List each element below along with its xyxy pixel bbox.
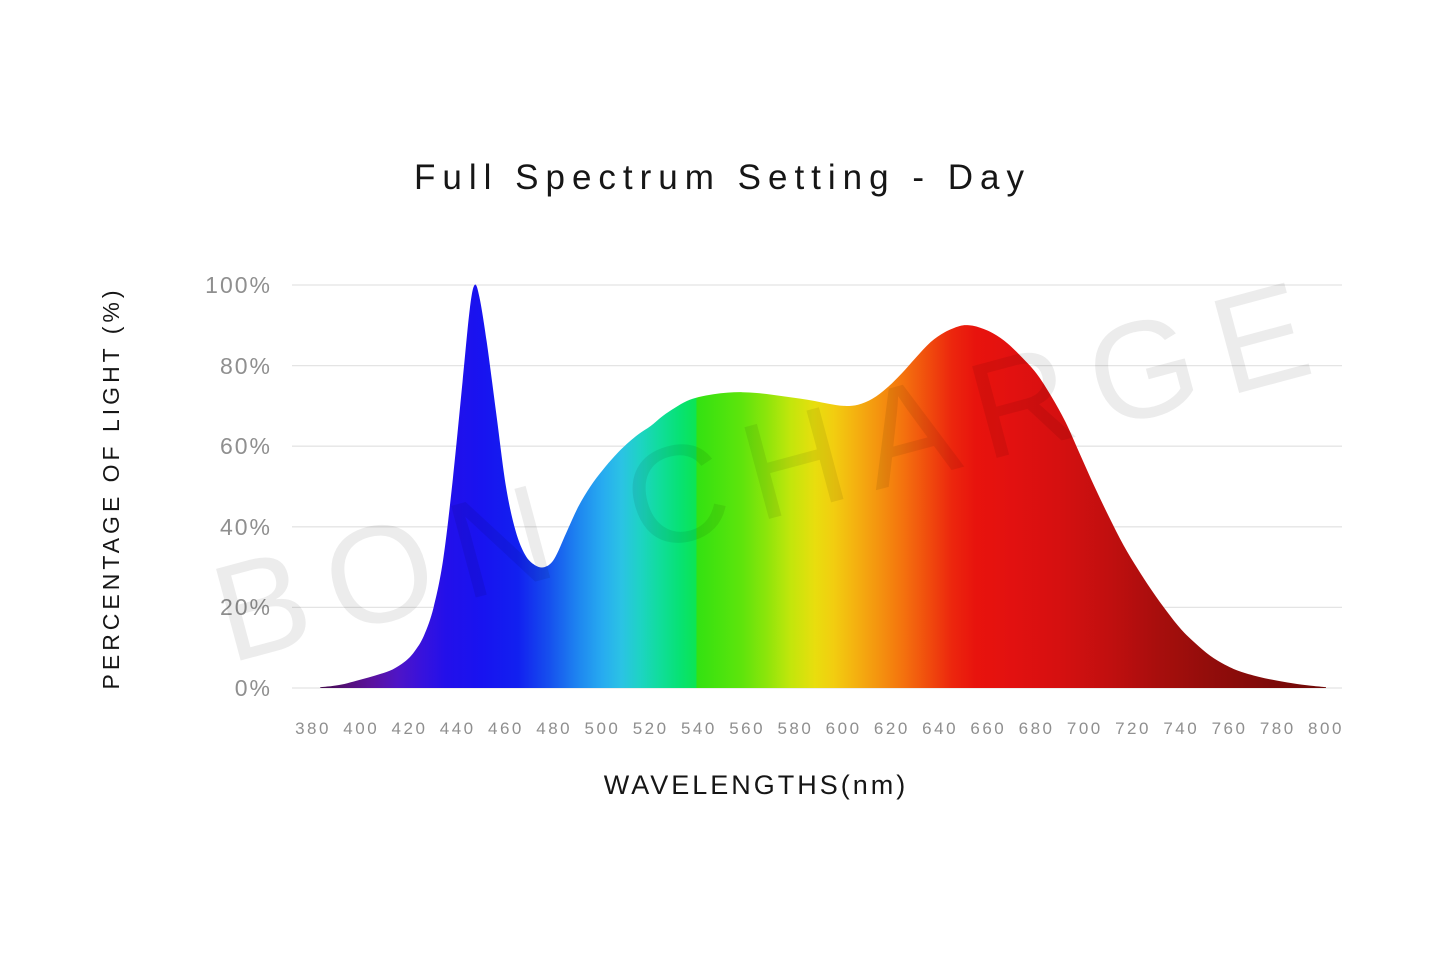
- y-tick-label-100%: 100%: [205, 272, 272, 298]
- x-tick-label-560: 560: [729, 719, 766, 738]
- x-tick-label-460: 460: [488, 719, 524, 738]
- y-tick-label-80%: 80%: [219, 352, 272, 379]
- y-tick-label-0%: 0%: [234, 675, 272, 701]
- spectrum-area-fill: [320, 284, 1326, 688]
- x-tick-label-660: 660: [970, 719, 1007, 738]
- x-tick-label-580: 580: [777, 719, 814, 738]
- x-tick-label-780: 780: [1259, 719, 1296, 738]
- x-tick-label-540: 540: [680, 719, 717, 738]
- y-tick-label-40%: 40%: [219, 513, 272, 540]
- y-tick-label-20%: 20%: [219, 594, 272, 621]
- x-tick-label-600: 600: [825, 719, 862, 738]
- x-tick-label-380: 380: [295, 719, 331, 738]
- x-tick-label-420: 420: [391, 719, 428, 738]
- x-tick-label-400: 400: [343, 719, 380, 738]
- x-tick-label-520: 520: [632, 719, 669, 738]
- chart-title: Full Spectrum Setting - Day: [414, 158, 1031, 197]
- x-tick-label-720: 720: [1115, 719, 1151, 738]
- x-axis-title: WAVELENGTHS(nm): [603, 770, 909, 800]
- x-tick-label-440: 440: [439, 719, 476, 738]
- spectrum-area-chart: [292, 284, 1342, 689]
- x-tick-label-620: 620: [873, 719, 910, 738]
- x-tick-label-800: 800: [1308, 719, 1344, 738]
- x-tick-label-500: 500: [584, 719, 621, 738]
- y-axis-title: PERCENTAGE OF LIGHT (%): [98, 286, 124, 690]
- x-tick-label-640: 640: [922, 719, 959, 738]
- x-tick-label-760: 760: [1211, 719, 1248, 738]
- x-tick-label-700: 700: [1066, 719, 1103, 738]
- y-tick-label-60%: 60%: [219, 433, 272, 460]
- x-tick-label-480: 480: [536, 719, 573, 738]
- x-tick-label-680: 680: [1018, 719, 1055, 738]
- x-tick-label-740: 740: [1163, 719, 1200, 738]
